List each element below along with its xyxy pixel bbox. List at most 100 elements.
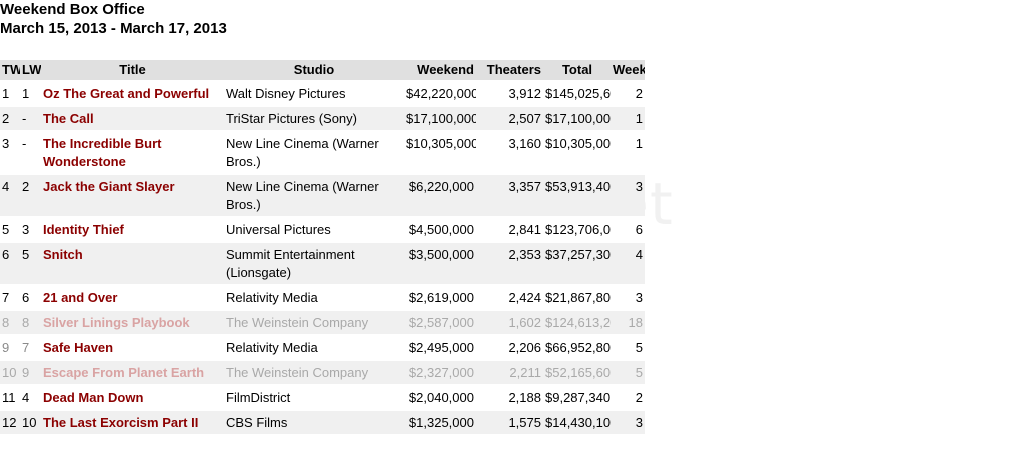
total-gross-cell: $21,867,800 (543, 285, 611, 311)
theaters-cell: 2,424 (476, 285, 543, 311)
movie-title-link[interactable]: Safe Haven (41, 335, 224, 361)
column-header-week: Week (611, 60, 645, 82)
table-row: 7 6 21 and Over Relativity Media $2,619,… (0, 285, 645, 311)
movie-title-link[interactable]: Jack the Giant Slayer (41, 174, 224, 218)
total-gross-cell: $124,613,200 (543, 310, 611, 336)
weekend-gross-cell: $17,100,000 (404, 106, 476, 132)
week-cell: 4 (611, 242, 645, 286)
table-row: 11 4 Dead Man Down FilmDistrict $2,040,0… (0, 385, 645, 411)
theaters-cell: 1,575 (476, 410, 543, 436)
studio-cell: Relativity Media (224, 285, 404, 311)
week-cell: 2 (611, 81, 645, 107)
table-header-row: TW LW Title Studio Weekend Theaters Tota… (0, 60, 645, 82)
theaters-cell: 2,841 (476, 217, 543, 243)
column-header-total: Total (543, 60, 611, 82)
table-row: 1 1 Oz The Great and Powerful Walt Disne… (0, 81, 645, 107)
lw-cell: - (20, 131, 41, 175)
weekend-gross-cell: $1,325,000 (404, 410, 476, 436)
week-cell: 3 (611, 285, 645, 311)
week-cell: 3 (611, 174, 645, 218)
column-header-lw: LW (20, 60, 41, 82)
studio-cell: The Weinstein Company (224, 360, 404, 386)
movie-title-link[interactable]: The Last Exorcism Part II (41, 410, 224, 436)
weekend-gross-cell: $2,040,000 (404, 385, 476, 411)
tw-cell: 12 (0, 410, 20, 436)
tw-cell: 8 (0, 310, 20, 336)
tw-cell: 11 (0, 385, 20, 411)
total-gross-cell: $145,025,600 (543, 81, 611, 107)
studio-cell: Universal Pictures (224, 217, 404, 243)
weekend-gross-cell: $2,619,000 (404, 285, 476, 311)
table-row: 9 7 Safe Haven Relativity Media $2,495,0… (0, 335, 645, 361)
studio-cell: CBS Films (224, 410, 404, 436)
movie-title-link[interactable]: Escape From Planet Earth (41, 360, 224, 386)
weekend-gross-cell: $2,495,000 (404, 335, 476, 361)
theaters-cell: 2,206 (476, 335, 543, 361)
total-gross-cell: $17,100,000 (543, 106, 611, 132)
total-gross-cell: $66,952,800 (543, 335, 611, 361)
weekend-gross-cell: $42,220,000 (404, 81, 476, 107)
table-row: 4 2 Jack the Giant Slayer New Line Cinem… (0, 174, 645, 218)
table-row: 6 5 Snitch Summit Entertainment (Lionsga… (0, 242, 645, 286)
column-header-weekend: Weekend (404, 60, 476, 82)
movie-title-link[interactable]: Snitch (41, 242, 224, 286)
weekend-gross-cell: $2,587,000 (404, 310, 476, 336)
table-row: 8 8 Silver Linings Playbook The Weinstei… (0, 310, 645, 336)
studio-cell: TriStar Pictures (Sony) (224, 106, 404, 132)
studio-cell: Summit Entertainment (Lionsgate) (224, 242, 404, 286)
week-cell: 1 (611, 106, 645, 132)
week-cell: 5 (611, 360, 645, 386)
movie-title-link[interactable]: Identity Thief (41, 217, 224, 243)
tw-cell: 3 (0, 131, 20, 175)
tw-cell: 5 (0, 217, 20, 243)
total-gross-cell: $123,706,000 (543, 217, 611, 243)
week-cell: 2 (611, 385, 645, 411)
theaters-cell: 1,602 (476, 310, 543, 336)
tw-cell: 6 (0, 242, 20, 286)
table-row: 3 - The Incredible Burt Wonderstone New … (0, 131, 645, 175)
studio-cell: Walt Disney Pictures (224, 81, 404, 107)
theaters-cell: 2,211 (476, 360, 543, 386)
total-gross-cell: $14,430,100 (543, 410, 611, 436)
weekend-gross-cell: $6,220,000 (404, 174, 476, 218)
studio-cell: The Weinstein Company (224, 310, 404, 336)
table-row: 12 10 The Last Exorcism Part II CBS Film… (0, 410, 645, 436)
lw-cell: 8 (20, 310, 41, 336)
movie-title-link[interactable]: 21 and Over (41, 285, 224, 311)
movie-title-link[interactable]: Oz The Great and Powerful (41, 81, 224, 107)
tw-cell: 9 (0, 335, 20, 361)
column-header-studio: Studio (224, 60, 404, 82)
weekend-gross-cell: $2,327,000 (404, 360, 476, 386)
tw-cell: 4 (0, 174, 20, 218)
lw-cell: 6 (20, 285, 41, 311)
lw-cell: 7 (20, 335, 41, 361)
movie-title-link[interactable]: Dead Man Down (41, 385, 224, 411)
tw-cell: 1 (0, 81, 20, 107)
week-cell: 3 (611, 410, 645, 436)
movie-title-link[interactable]: The Call (41, 106, 224, 132)
lw-cell: 10 (20, 410, 41, 436)
lw-cell: 5 (20, 242, 41, 286)
movie-title-link[interactable]: The Incredible Burt Wonderstone (41, 131, 224, 175)
column-header-title: Title (41, 60, 224, 82)
tw-cell: 10 (0, 360, 20, 386)
total-gross-cell: $53,913,400 (543, 174, 611, 218)
total-gross-cell: $37,257,300 (543, 242, 611, 286)
weekend-gross-cell: $4,500,000 (404, 217, 476, 243)
total-gross-cell: $52,165,600 (543, 360, 611, 386)
column-header-theaters: Theaters (476, 60, 543, 82)
total-gross-cell: $9,287,340 (543, 385, 611, 411)
table-row: 2 - The Call TriStar Pictures (Sony) $17… (0, 106, 645, 132)
lw-cell: - (20, 106, 41, 132)
table-row: 10 9 Escape From Planet Earth The Weinst… (0, 360, 645, 386)
week-cell: 18 (611, 310, 645, 336)
movie-title-link[interactable]: Silver Linings Playbook (41, 310, 224, 336)
theaters-cell: 2,188 (476, 385, 543, 411)
studio-cell: New Line Cinema (Warner Bros.) (224, 131, 404, 175)
weekend-gross-cell: $10,305,000 (404, 131, 476, 175)
lw-cell: 2 (20, 174, 41, 218)
table-row: 5 3 Identity Thief Universal Pictures $4… (0, 217, 645, 243)
date-range: March 15, 2013 - March 17, 2013 (0, 20, 227, 37)
page-heading: Weekend Box Office March 15, 2013 - Marc… (0, 0, 227, 38)
theaters-cell: 3,912 (476, 81, 543, 107)
